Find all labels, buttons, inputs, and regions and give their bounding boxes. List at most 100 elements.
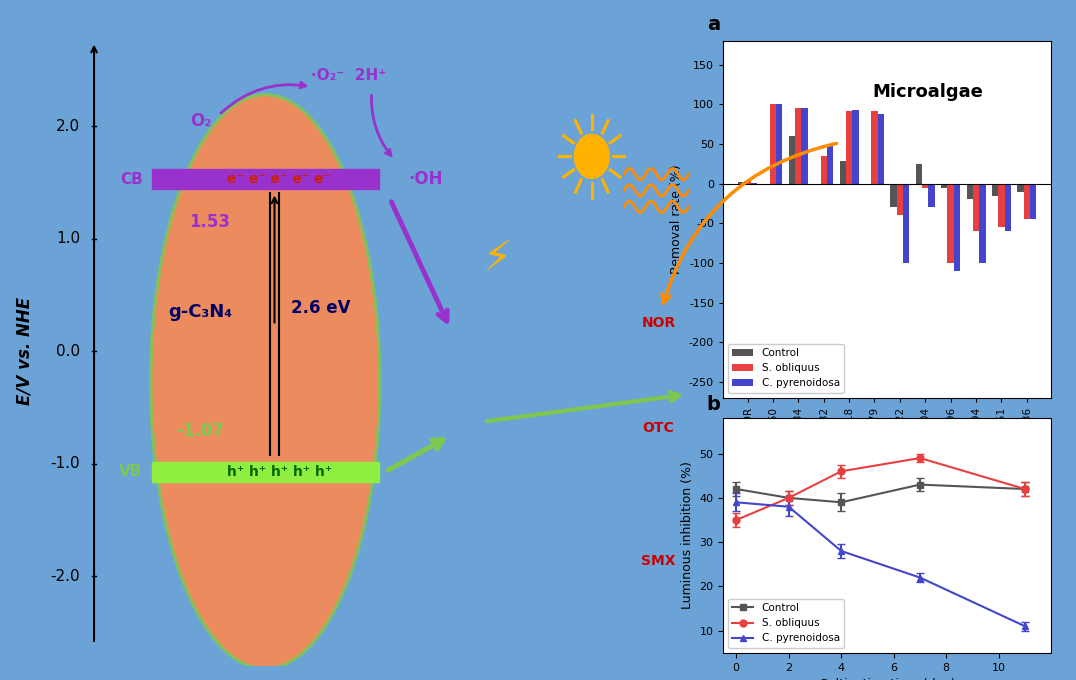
- Ellipse shape: [151, 96, 380, 668]
- Bar: [846, 111, 852, 184]
- Ellipse shape: [151, 95, 380, 668]
- Text: e⁻ e⁻ e⁻ e⁻ e⁻: e⁻ e⁻ e⁻ e⁻ e⁻: [227, 172, 331, 186]
- Text: ·OH: ·OH: [409, 170, 443, 188]
- Bar: [852, 110, 859, 184]
- Bar: [992, 184, 999, 196]
- Text: E/V vs. NHE: E/V vs. NHE: [16, 297, 33, 405]
- Ellipse shape: [151, 96, 380, 668]
- Bar: [903, 184, 909, 263]
- Text: Microalgae: Microalgae: [872, 83, 983, 101]
- Bar: [890, 184, 896, 207]
- Bar: [878, 114, 884, 184]
- Ellipse shape: [151, 95, 380, 668]
- Bar: [751, 183, 758, 184]
- Bar: [1030, 184, 1036, 219]
- Bar: [789, 136, 795, 184]
- Ellipse shape: [151, 95, 380, 668]
- Text: SMX: SMX: [641, 554, 676, 568]
- Ellipse shape: [151, 95, 380, 668]
- Text: NOR: NOR: [641, 316, 676, 330]
- Bar: [152, 462, 379, 482]
- Bar: [966, 184, 973, 199]
- Ellipse shape: [151, 95, 380, 668]
- Bar: [953, 184, 960, 271]
- Bar: [896, 184, 903, 216]
- Text: O₂: O₂: [189, 112, 211, 129]
- Text: g-C₃N₄: g-C₃N₄: [169, 303, 232, 321]
- Text: 2.0: 2.0: [56, 118, 80, 134]
- Bar: [973, 184, 979, 231]
- Bar: [948, 184, 953, 263]
- Ellipse shape: [151, 95, 380, 668]
- Ellipse shape: [151, 95, 380, 668]
- Bar: [776, 104, 782, 184]
- Bar: [1005, 184, 1011, 231]
- Bar: [942, 184, 948, 188]
- Ellipse shape: [151, 96, 380, 668]
- Ellipse shape: [151, 95, 380, 668]
- Ellipse shape: [152, 96, 379, 667]
- Bar: [826, 144, 833, 184]
- Ellipse shape: [151, 95, 380, 668]
- Bar: [922, 184, 929, 188]
- Text: OTC: OTC: [642, 422, 675, 435]
- Ellipse shape: [152, 96, 379, 667]
- Ellipse shape: [151, 95, 380, 668]
- Text: VB: VB: [119, 464, 143, 479]
- Bar: [795, 108, 802, 184]
- Ellipse shape: [152, 96, 379, 668]
- Ellipse shape: [152, 96, 379, 667]
- Text: ·O₂⁻  2H⁺: ·O₂⁻ 2H⁺: [311, 68, 386, 83]
- Bar: [872, 111, 878, 184]
- Text: 0.0: 0.0: [56, 344, 80, 359]
- Ellipse shape: [151, 95, 380, 668]
- Bar: [745, 182, 751, 184]
- Ellipse shape: [151, 95, 380, 668]
- Text: -1.07: -1.07: [176, 422, 225, 440]
- Bar: [802, 108, 808, 184]
- Ellipse shape: [151, 95, 380, 668]
- Ellipse shape: [151, 95, 380, 668]
- Ellipse shape: [151, 96, 380, 668]
- Text: 1.0: 1.0: [56, 231, 80, 246]
- Y-axis label: Luminous inhibition (%): Luminous inhibition (%): [681, 462, 694, 609]
- X-axis label: Cultivation time (day): Cultivation time (day): [819, 678, 955, 680]
- Bar: [929, 184, 935, 207]
- Bar: [839, 161, 846, 184]
- Ellipse shape: [151, 95, 380, 668]
- Circle shape: [575, 135, 609, 178]
- Ellipse shape: [152, 96, 379, 667]
- Legend: Control, S. obliquus, C. pyrenoidosa: Control, S. obliquus, C. pyrenoidosa: [728, 599, 844, 647]
- Text: a: a: [707, 15, 720, 34]
- Ellipse shape: [152, 96, 379, 667]
- Ellipse shape: [151, 95, 380, 668]
- Bar: [1017, 184, 1023, 192]
- Text: CB: CB: [119, 171, 143, 186]
- Ellipse shape: [151, 95, 380, 668]
- Ellipse shape: [151, 95, 380, 668]
- Bar: [979, 184, 986, 263]
- Text: ⚡: ⚡: [482, 237, 512, 279]
- Text: h⁺ h⁺ h⁺ h⁺ h⁺: h⁺ h⁺ h⁺ h⁺ h⁺: [227, 464, 331, 479]
- Text: b: b: [707, 394, 721, 413]
- Ellipse shape: [151, 96, 380, 668]
- Y-axis label: Removal rate (%): Removal rate (%): [670, 165, 683, 274]
- Ellipse shape: [151, 96, 380, 668]
- Bar: [821, 156, 826, 184]
- Ellipse shape: [151, 95, 380, 668]
- Text: -2.0: -2.0: [51, 569, 80, 584]
- Ellipse shape: [151, 95, 380, 668]
- Ellipse shape: [152, 96, 379, 667]
- Ellipse shape: [151, 95, 380, 668]
- Ellipse shape: [151, 95, 380, 668]
- Ellipse shape: [151, 96, 380, 668]
- Bar: [152, 169, 379, 189]
- Bar: [916, 164, 922, 184]
- Bar: [769, 104, 776, 184]
- Ellipse shape: [151, 95, 380, 668]
- Ellipse shape: [152, 96, 379, 668]
- Bar: [999, 184, 1005, 227]
- Bar: [738, 182, 745, 184]
- Ellipse shape: [151, 95, 380, 668]
- Ellipse shape: [151, 95, 380, 668]
